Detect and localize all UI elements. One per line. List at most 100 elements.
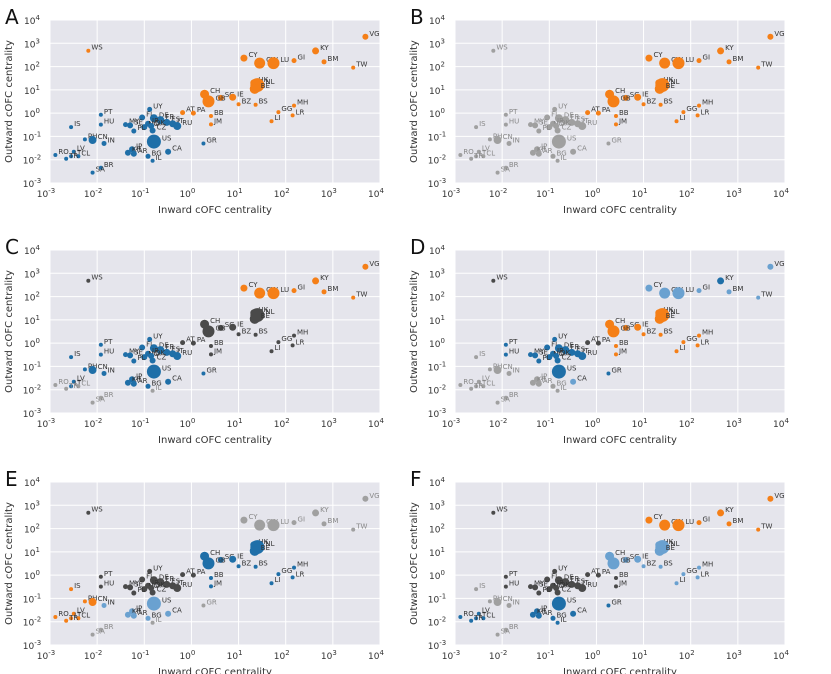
point-lt — [69, 616, 74, 621]
point-jm — [208, 352, 213, 357]
point-label: AT — [186, 106, 195, 114]
point-label: FI — [551, 572, 557, 580]
point-label: CA — [577, 375, 587, 383]
point-label: BS — [664, 98, 674, 106]
y-tick-label: 10-2 — [428, 384, 446, 397]
point-is — [474, 125, 479, 130]
x-tick-label: 104 — [773, 417, 789, 430]
point-cl — [481, 384, 486, 389]
point-label: TR — [68, 152, 78, 160]
point-hu — [98, 352, 103, 357]
point-label: KY — [320, 274, 329, 282]
panel-e: 10-3 10-2 10-1 100 101 102 103 104 10-3 10-2 10-1 1… — [4, 467, 384, 674]
point-label: LU — [280, 56, 289, 64]
point-label: KR — [132, 376, 142, 384]
point-label: AT — [591, 568, 600, 576]
point-be — [654, 83, 665, 94]
x-tick-label: 103 — [726, 649, 742, 662]
point-label: KR — [132, 146, 142, 154]
point-es — [163, 118, 171, 126]
point-label: SA — [96, 396, 106, 404]
point-label: BM — [733, 55, 744, 63]
point-ph — [487, 599, 492, 604]
point-label: TW — [355, 61, 367, 69]
point-label: LV — [482, 145, 490, 153]
point-ph — [82, 599, 87, 604]
point-label: CH — [615, 317, 625, 325]
point-es — [568, 348, 576, 356]
point-label: PT — [509, 570, 518, 578]
y-axis-label: Outward cOFC centrality — [4, 502, 15, 625]
point-pa — [190, 340, 196, 346]
point-ie — [634, 93, 642, 101]
point-uy — [147, 336, 153, 342]
plot-area — [50, 482, 380, 645]
point-label: RO — [463, 148, 474, 156]
point-fr — [561, 116, 570, 125]
point-label: IT — [177, 579, 184, 587]
point-cz — [149, 127, 156, 134]
point-label: FI — [551, 340, 557, 348]
point-label: IS — [74, 350, 81, 358]
point-ph — [82, 137, 87, 142]
point-label: WS — [91, 274, 103, 282]
point-pl — [131, 358, 137, 364]
point-my — [123, 584, 129, 590]
x-tick-label: 10-1 — [131, 417, 149, 430]
x-tick-label: 104 — [368, 649, 384, 662]
point-is — [69, 125, 74, 130]
point-label: RO — [463, 610, 474, 618]
point-label: AT — [186, 568, 195, 576]
point-at — [180, 110, 186, 116]
point-label: PT — [509, 338, 518, 346]
point-label: BB — [619, 571, 629, 579]
point-label: DE — [564, 573, 574, 581]
point-label: ES — [171, 345, 180, 353]
point-label: FR — [570, 575, 579, 583]
point-label: BB — [214, 109, 224, 117]
panel-letter: A — [5, 5, 19, 29]
point-at — [585, 572, 591, 578]
point-label: JM — [213, 347, 222, 355]
point-sa — [90, 170, 95, 175]
x-tick-label: 10-1 — [131, 649, 149, 662]
point-bm — [321, 289, 327, 295]
point-label: IL — [156, 616, 162, 624]
point-bg — [550, 615, 556, 621]
point-label: NL — [670, 78, 679, 86]
point-tw — [351, 65, 356, 70]
point-label: BR — [104, 623, 114, 631]
point-label: BE — [666, 82, 675, 90]
point-label: IN — [513, 136, 520, 144]
point-label: CY — [248, 51, 258, 59]
point-label: CL — [81, 379, 90, 387]
y-tick-label: 100 — [24, 337, 40, 350]
point-label: BG — [557, 611, 567, 619]
point-ie — [634, 323, 642, 331]
point-bz — [641, 564, 646, 569]
point-label: KY — [725, 506, 734, 514]
point-es — [163, 348, 171, 356]
point-label: GG — [281, 105, 292, 113]
point-label: BR — [509, 391, 519, 399]
y-tick-label: 102 — [24, 61, 40, 74]
point-label: FR — [165, 343, 174, 351]
point-label: HK — [663, 538, 673, 546]
y-tick-label: 10-3 — [428, 407, 446, 420]
point-label: RU — [587, 119, 597, 127]
point-label: BM — [733, 517, 744, 525]
point-lu — [672, 57, 685, 70]
panel-d: 10-3 10-2 10-1 100 101 102 103 104 10-3 10-2 10-1 1… — [409, 235, 789, 446]
point-tr — [64, 386, 69, 391]
point-gb — [607, 325, 620, 338]
point-sg — [217, 556, 224, 563]
point-label: WS — [496, 274, 508, 282]
point-label: LV — [482, 607, 490, 615]
y-tick-label: 101 — [429, 84, 445, 97]
point-lv — [71, 149, 76, 154]
x-axis-label: Inward cOFC centrality — [158, 435, 272, 446]
point-label: GG — [686, 105, 697, 113]
point-bb — [208, 576, 213, 581]
point-label: US — [567, 597, 577, 605]
point-label: LI — [275, 114, 281, 122]
